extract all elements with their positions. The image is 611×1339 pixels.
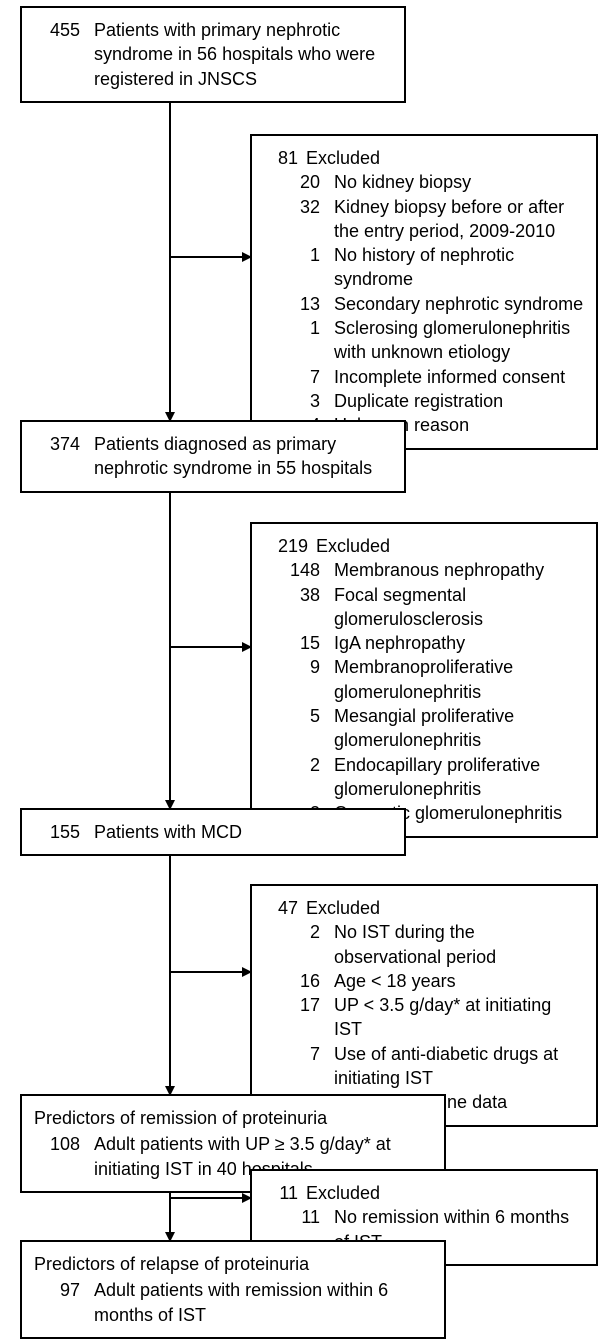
exclusion-item: 2Endocapillary proliferative glomerulone… bbox=[264, 753, 584, 802]
node-remission-heading: Predictors of remission of proteinuria bbox=[34, 1106, 432, 1132]
exclusion-item: 1Sclerosing glomerulonephritis with unkn… bbox=[264, 316, 584, 365]
exclusion-item-text: Focal segmental glomerulosclerosis bbox=[320, 583, 584, 632]
exclusion-item-count: 2 bbox=[264, 920, 320, 944]
exclusion-item: 15IgA nephropathy bbox=[264, 631, 584, 655]
node-enrolled-count: 455 bbox=[34, 18, 80, 42]
exclusion-item-text: Mesangial proliferative glomerulonephrit… bbox=[320, 704, 584, 753]
exclusion-item: 5Mesangial proliferative glomerulonephri… bbox=[264, 704, 584, 753]
excluded-2-label: Excluded bbox=[308, 534, 390, 558]
exclusion-item-count: 13 bbox=[264, 292, 320, 316]
exclusion-item-text: IgA nephropathy bbox=[320, 631, 465, 655]
exclusion-item-text: No kidney biopsy bbox=[320, 170, 471, 194]
exclusion-item-count: 3 bbox=[264, 389, 320, 413]
excluded-3-count: 47 bbox=[264, 896, 298, 920]
node-diagnosed: 374 Patients diagnosed as primary nephro… bbox=[20, 420, 406, 493]
exclusion-item-count: 20 bbox=[264, 170, 320, 194]
node-mcd-text: Patients with MCD bbox=[80, 820, 242, 844]
excluded-2-count: 219 bbox=[264, 534, 308, 558]
exclusion-item: 3Duplicate registration bbox=[264, 389, 584, 413]
exclusion-item: 148Membranous nephropathy bbox=[264, 558, 584, 582]
node-excluded-2: 219 Excluded 148Membranous nephropathy38… bbox=[250, 522, 598, 838]
exclusion-item-count: 15 bbox=[264, 631, 320, 655]
excluded-1-count: 81 bbox=[264, 146, 298, 170]
exclusion-item: 7Use of anti-diabetic drugs at initiatin… bbox=[264, 1042, 584, 1091]
node-relapse-heading: Predictors of relapse of proteinuria bbox=[34, 1252, 432, 1278]
node-relapse-text: Adult patients with remission within 6 m… bbox=[80, 1278, 432, 1327]
exclusion-item-text: Kidney biopsy before or after the entry … bbox=[320, 195, 584, 244]
exclusion-item: 16Age < 18 years bbox=[264, 969, 584, 993]
exclusion-item: 20No kidney biopsy bbox=[264, 170, 584, 194]
exclusion-item-text: Membranoproliferative glomerulonephritis bbox=[320, 655, 584, 704]
exclusion-item-count: 38 bbox=[264, 583, 320, 607]
exclusion-item: 7Incomplete informed consent bbox=[264, 365, 584, 389]
node-excluded-1: 81 Excluded 20No kidney biopsy32Kidney b… bbox=[250, 134, 598, 450]
exclusion-item: 38Focal segmental glomerulosclerosis bbox=[264, 583, 584, 632]
node-excluded-3: 47 Excluded 2No IST during the observati… bbox=[250, 884, 598, 1127]
exclusion-item-count: 7 bbox=[264, 365, 320, 389]
node-enrolled-text: Patients with primary nephrotic syndrome… bbox=[80, 18, 392, 91]
exclusion-item-count: 32 bbox=[264, 195, 320, 219]
exclusion-item: 17UP < 3.5 g/day* at initiating IST bbox=[264, 993, 584, 1042]
node-diagnosed-count: 374 bbox=[34, 432, 80, 456]
exclusion-item: 2No IST during the observational period bbox=[264, 920, 584, 969]
node-relapse-predictors: Predictors of relapse of proteinuria 97 … bbox=[20, 1240, 446, 1339]
exclusion-item-text: Sclerosing glomerulonephritis with unkno… bbox=[320, 316, 584, 365]
exclusion-item-text: Endocapillary proliferative glomerulonep… bbox=[320, 753, 584, 802]
exclusion-item: 13Secondary nephrotic syndrome bbox=[264, 292, 584, 316]
exclusion-item-count: 7 bbox=[264, 1042, 320, 1066]
exclusion-item-count: 17 bbox=[264, 993, 320, 1017]
exclusion-item-text: Duplicate registration bbox=[320, 389, 503, 413]
node-relapse-count: 97 bbox=[34, 1278, 80, 1302]
exclusion-item-text: UP < 3.5 g/day* at initiating IST bbox=[320, 993, 584, 1042]
exclusion-item: 1No history of nephrotic syndrome bbox=[264, 243, 584, 292]
exclusion-item-text: Secondary nephrotic syndrome bbox=[320, 292, 583, 316]
node-enrolled: 455 Patients with primary nephrotic synd… bbox=[20, 6, 406, 103]
exclusion-item: 9Membranoproliferative glomerulonephriti… bbox=[264, 655, 584, 704]
node-remission-count: 108 bbox=[34, 1132, 80, 1156]
exclusion-item-count: 5 bbox=[264, 704, 320, 728]
node-diagnosed-text: Patients diagnosed as primary nephrotic … bbox=[80, 432, 392, 481]
exclusion-item-count: 2 bbox=[264, 753, 320, 777]
exclusion-item-text: Incomplete informed consent bbox=[320, 365, 565, 389]
exclusion-item-text: Use of anti-diabetic drugs at initiating… bbox=[320, 1042, 584, 1091]
exclusion-item: 32Kidney biopsy before or after the entr… bbox=[264, 195, 584, 244]
flowchart-canvas: 455 Patients with primary nephrotic synd… bbox=[0, 0, 611, 1300]
exclusion-item-count: 16 bbox=[264, 969, 320, 993]
excluded-1-label: Excluded bbox=[298, 146, 380, 170]
exclusion-item-count: 148 bbox=[264, 558, 320, 582]
exclusion-item-count: 9 bbox=[264, 655, 320, 679]
exclusion-item-count: 1 bbox=[264, 243, 320, 267]
excluded-4-count: 11 bbox=[264, 1181, 298, 1205]
exclusion-item-text: Age < 18 years bbox=[320, 969, 456, 993]
exclusion-item-text: Membranous nephropathy bbox=[320, 558, 544, 582]
node-mcd: 155 Patients with MCD bbox=[20, 808, 406, 856]
node-mcd-count: 155 bbox=[34, 820, 80, 844]
exclusion-item-text: No history of nephrotic syndrome bbox=[320, 243, 584, 292]
excluded-3-label: Excluded bbox=[298, 896, 380, 920]
excluded-4-label: Excluded bbox=[298, 1181, 380, 1205]
exclusion-item-count: 11 bbox=[264, 1205, 320, 1229]
exclusion-item-count: 1 bbox=[264, 316, 320, 340]
exclusion-item-text: No IST during the observational period bbox=[320, 920, 584, 969]
